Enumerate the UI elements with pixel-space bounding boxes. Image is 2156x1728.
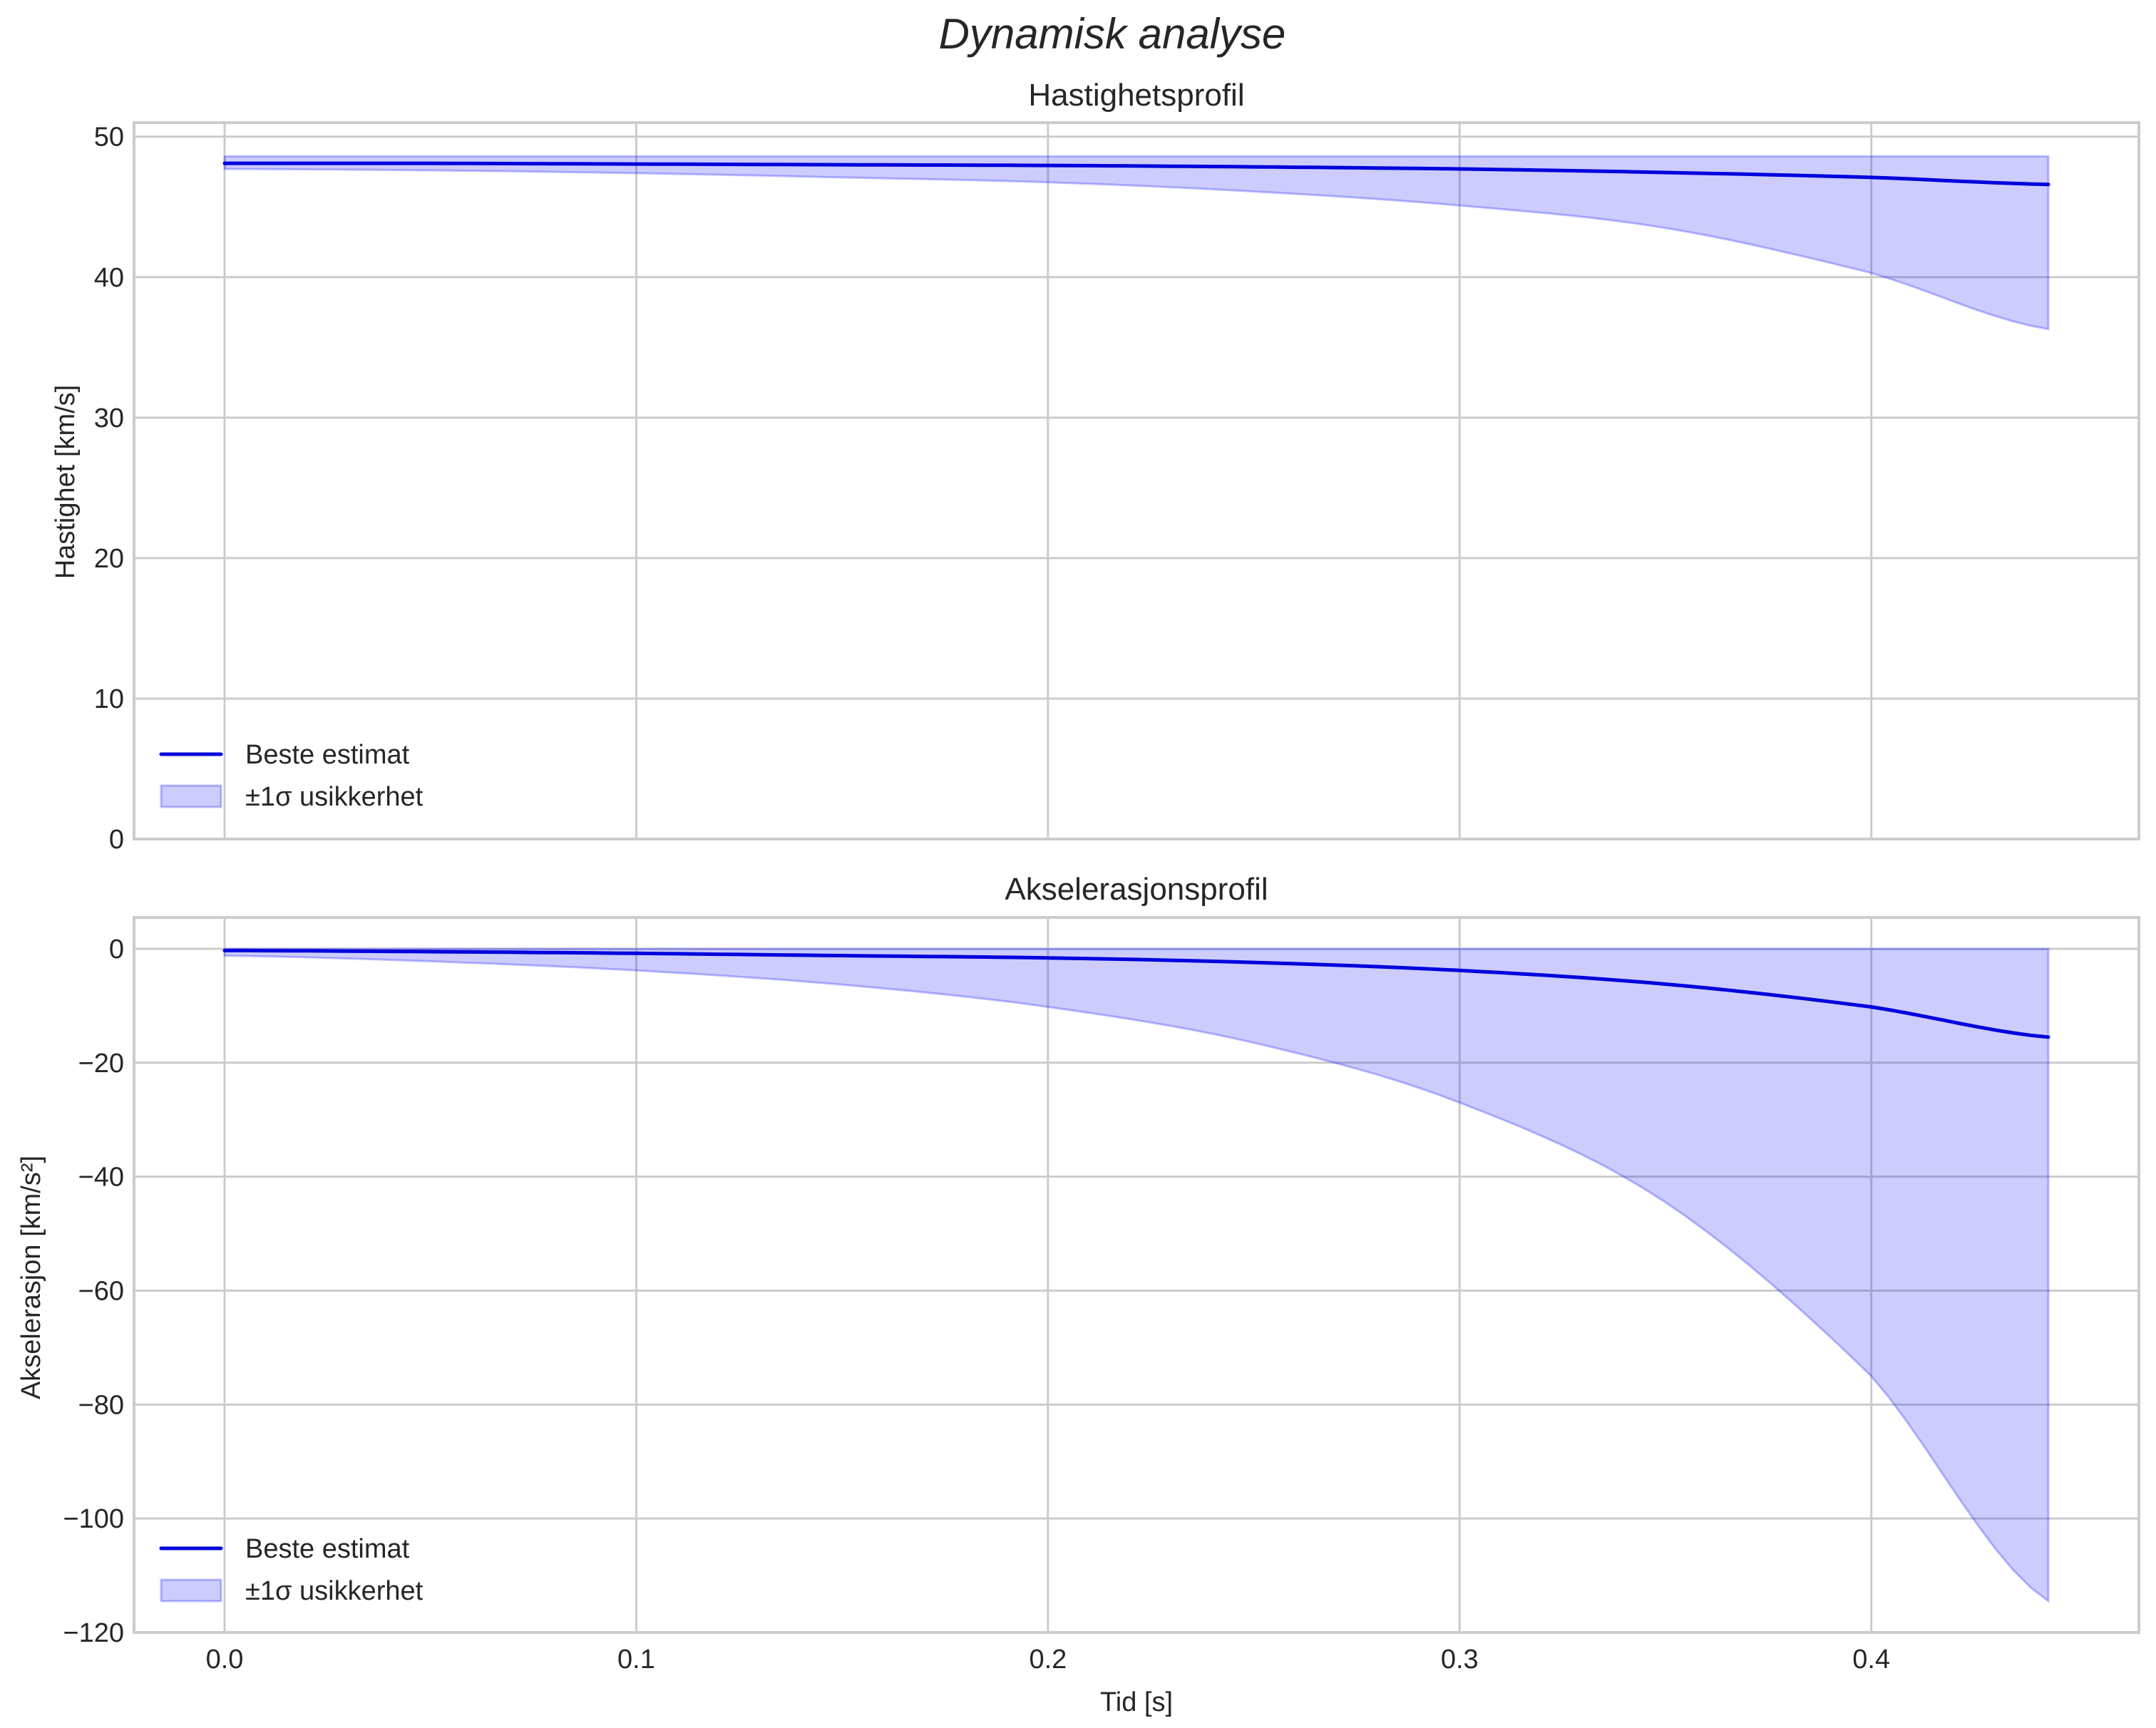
velocity-subplot: Hastighetsprofil Hastighet [km/s] 0 10 20 3… — [51, 78, 2140, 855]
legend-label-best-estimate: Beste estimat — [245, 740, 410, 770]
uncertainty-band-area — [223, 155, 2050, 331]
velocity-y-axis-label: Hastighet [km/s] — [51, 385, 81, 579]
y-tick-label: 50 — [94, 123, 124, 153]
legend-label-uncertainty: ±1σ usikkerhet — [245, 1576, 423, 1606]
best-estimate-path — [222, 948, 2050, 1039]
y-tick-label: 40 — [94, 263, 124, 293]
x-tick-label: 0.1 — [617, 1645, 655, 1675]
velocity-tick-labels: 0 10 20 30 40 50 — [94, 123, 124, 855]
y-tick-label: −40 — [78, 1163, 124, 1193]
x-tick-label: 0.2 — [1029, 1645, 1067, 1675]
acceleration-subplot-title: Akselerasjonsprofil — [1005, 872, 1268, 907]
best-estimate-path — [222, 161, 2050, 187]
y-tick-label: −80 — [78, 1390, 124, 1420]
acceleration-y-axis-label: Akselerasjon [km/s²] — [16, 1156, 46, 1399]
acceleration-uncertainty-band — [223, 947, 2050, 1604]
figure-suptitle: Dynamisk analyse — [939, 10, 1286, 58]
legend-label-best-estimate: Beste estimat — [245, 1534, 410, 1564]
x-tick-label: 0.3 — [1441, 1645, 1479, 1675]
x-tick-label: 0.0 — [206, 1645, 244, 1675]
velocity-subplot-title: Hastighetsprofil — [1028, 78, 1244, 113]
y-tick-label: −60 — [78, 1276, 124, 1306]
y-tick-label: 0 — [109, 935, 124, 965]
y-tick-label: 0 — [109, 825, 124, 855]
acceleration-tick-labels: 0.0 0.1 0.2 0.3 0.4 0 −20 −40 −60 −80 −100 −120 — [63, 935, 1890, 1675]
y-tick-label: −100 — [63, 1504, 124, 1534]
acceleration-best-estimate-line — [222, 948, 2050, 1039]
velocity-legend: Beste estimat ±1σ usikkerhet — [159, 740, 423, 812]
y-tick-label: 20 — [94, 544, 124, 574]
legend-label-uncertainty: ±1σ usikkerhet — [245, 782, 423, 812]
velocity-uncertainty-band — [223, 155, 2050, 331]
uncertainty-band-area — [223, 947, 2050, 1604]
time-x-axis-label: Tid [s] — [1100, 1687, 1173, 1717]
acceleration-subplot: Akselerasjonsprofil Akselerasjon [km/s²]… — [16, 872, 2140, 1717]
y-tick-label: 10 — [94, 684, 124, 714]
acceleration-legend: Beste estimat ±1σ usikkerhet — [159, 1534, 423, 1606]
legend-band-swatch — [160, 784, 222, 808]
velocity-plot-frame — [133, 121, 2140, 840]
y-tick-label: −20 — [78, 1049, 124, 1079]
acceleration-plot-frame — [133, 916, 2140, 1634]
y-tick-label: 30 — [94, 403, 124, 433]
x-tick-label: 0.4 — [1852, 1645, 1890, 1675]
velocity-best-estimate-line — [222, 161, 2050, 187]
y-tick-label: −120 — [63, 1618, 124, 1648]
legend-band-swatch — [160, 1578, 222, 1603]
